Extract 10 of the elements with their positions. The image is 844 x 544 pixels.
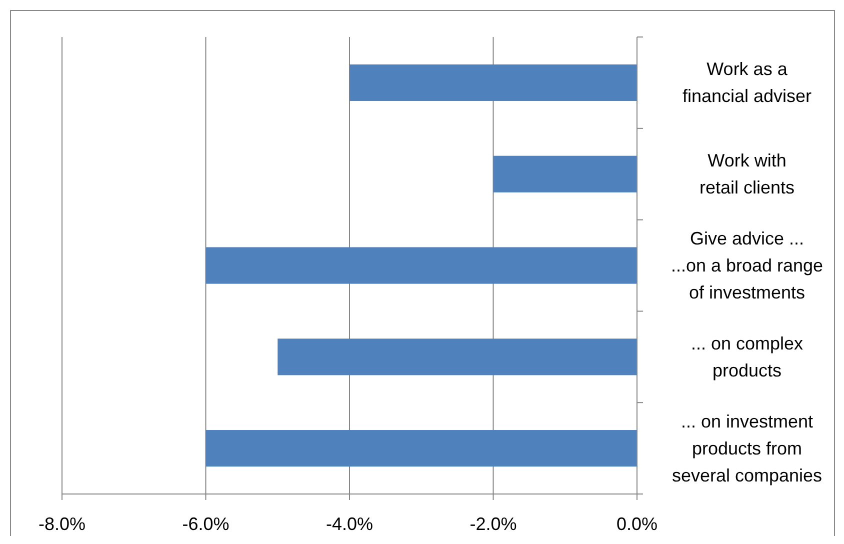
- y-tick-label: ... on investment products from several companies: [672, 411, 822, 486]
- y-tick-label: Give advice ... ...on a broad range of investments: [670, 228, 824, 302]
- x-tick-label: -4.0%: [326, 514, 374, 534]
- y-tick-label: Work with retail clients: [699, 150, 795, 198]
- x-tick-label: -8.0%: [38, 514, 86, 534]
- x-tick-label: 0.0%: [616, 514, 658, 534]
- x-tick-label: -6.0%: [182, 514, 230, 534]
- y-tick-label: ... on complex products: [690, 333, 804, 380]
- y-tick-label: Work as a financial adviser: [682, 59, 812, 106]
- x-tick-label: -2.0%: [470, 514, 517, 534]
